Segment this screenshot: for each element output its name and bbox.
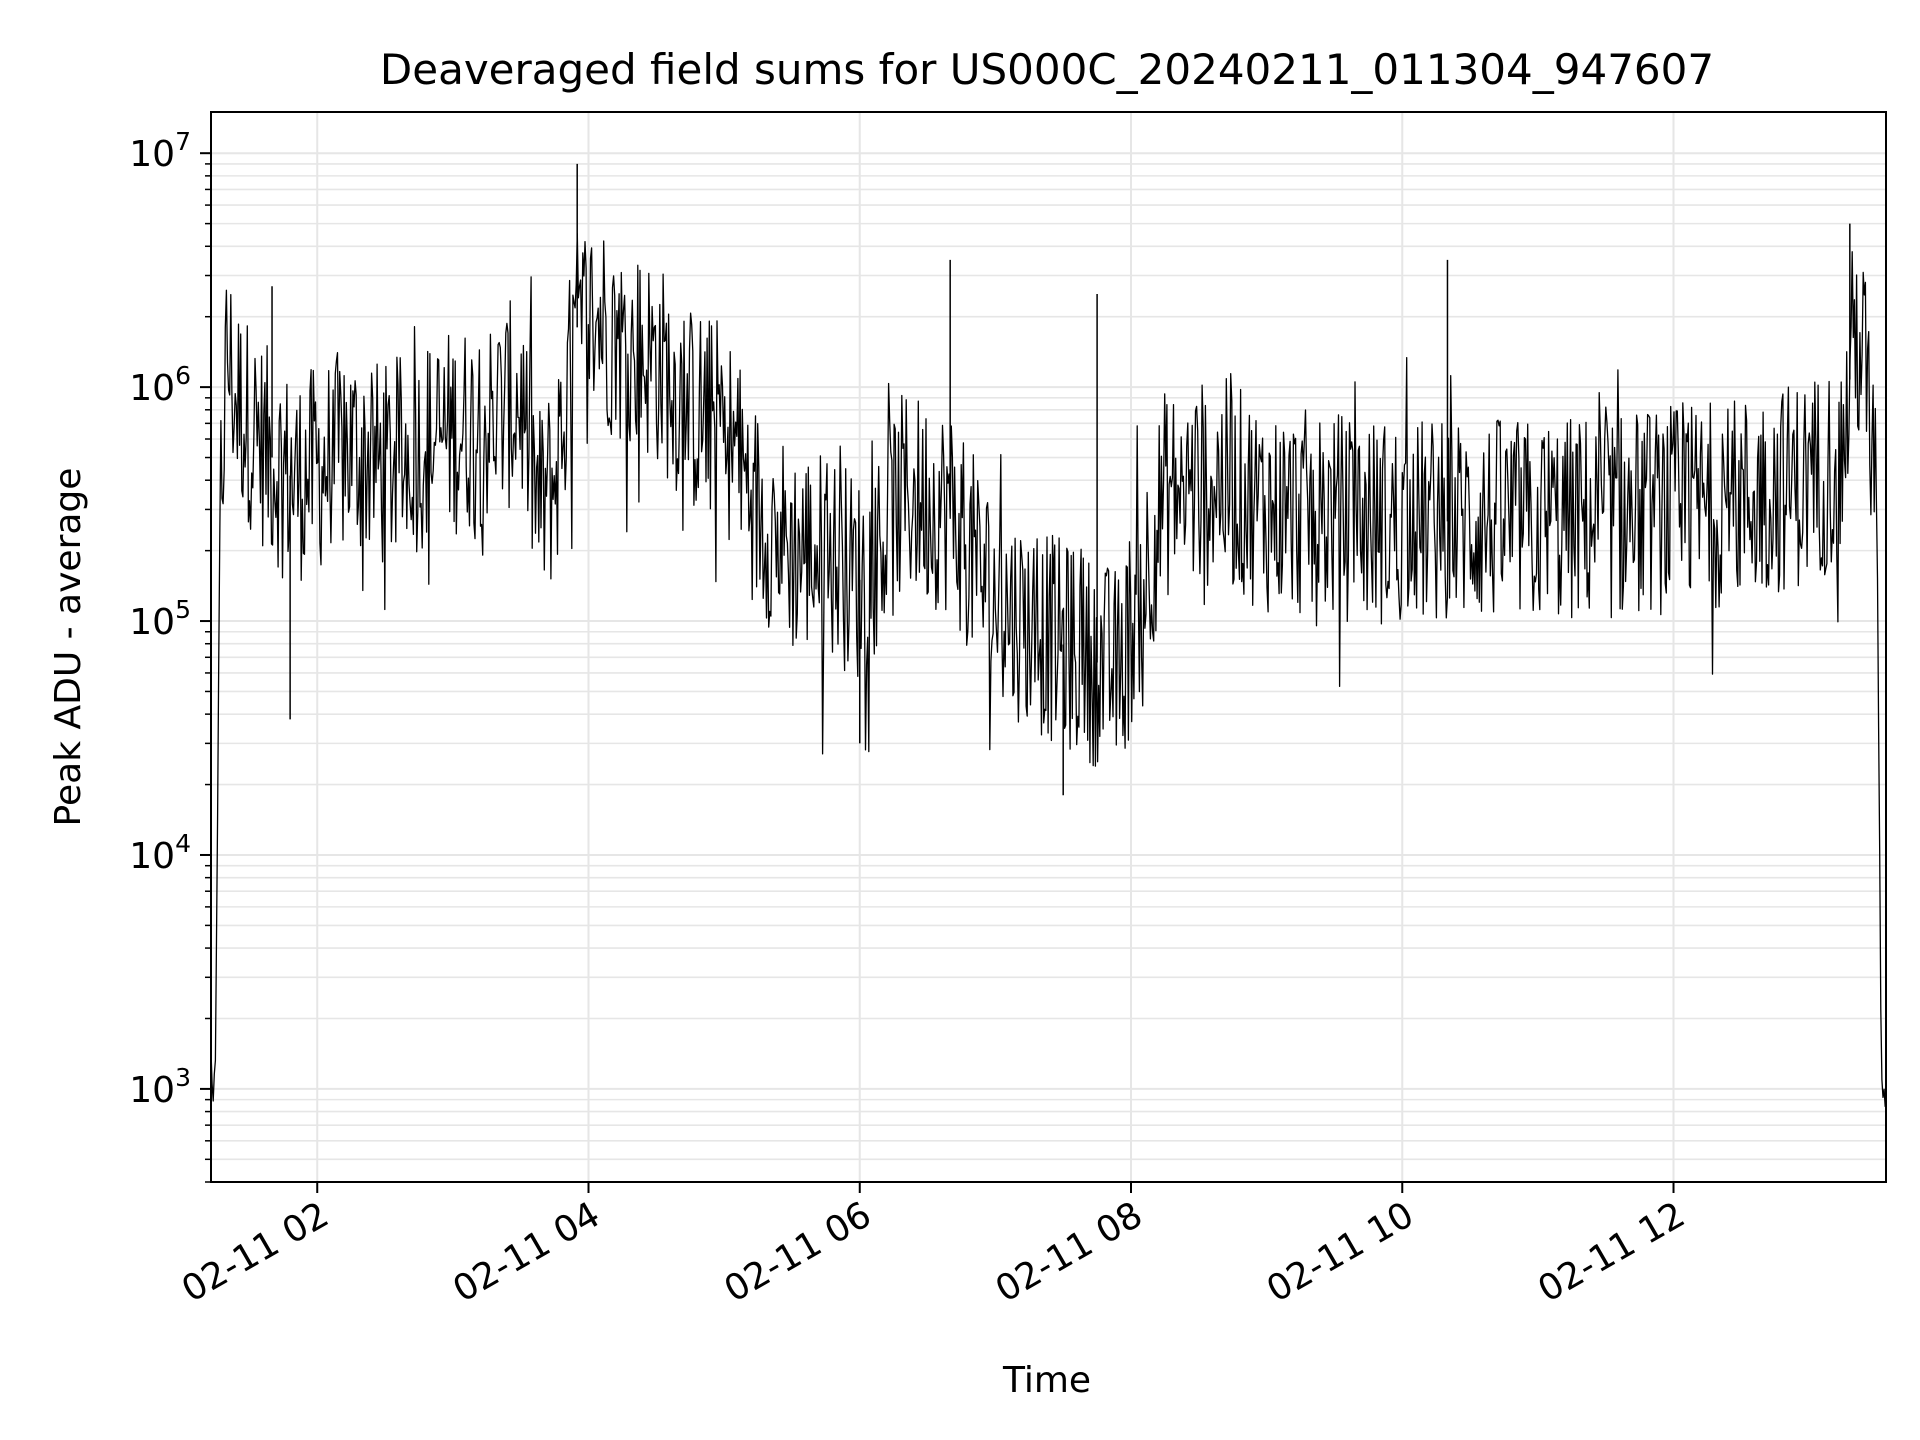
y-axis: 103 104 105 106 107 xyxy=(129,127,211,1183)
plot-frame xyxy=(210,111,1887,1183)
chart-title: Deaveraged field sums for US000C_2024021… xyxy=(380,45,1714,94)
y-axis-label: Peak ADU - average xyxy=(48,468,89,827)
y-tick-label: 107 xyxy=(129,127,191,175)
y-tick-label: 106 xyxy=(129,361,191,409)
series-layer xyxy=(210,163,1886,1107)
y-tick-label: 104 xyxy=(129,829,191,877)
y-tick-label: 103 xyxy=(129,1063,191,1111)
series-line xyxy=(210,233,1886,1107)
x-axis-label: Time xyxy=(1002,1360,1091,1401)
y-tick-label: 105 xyxy=(129,595,191,643)
